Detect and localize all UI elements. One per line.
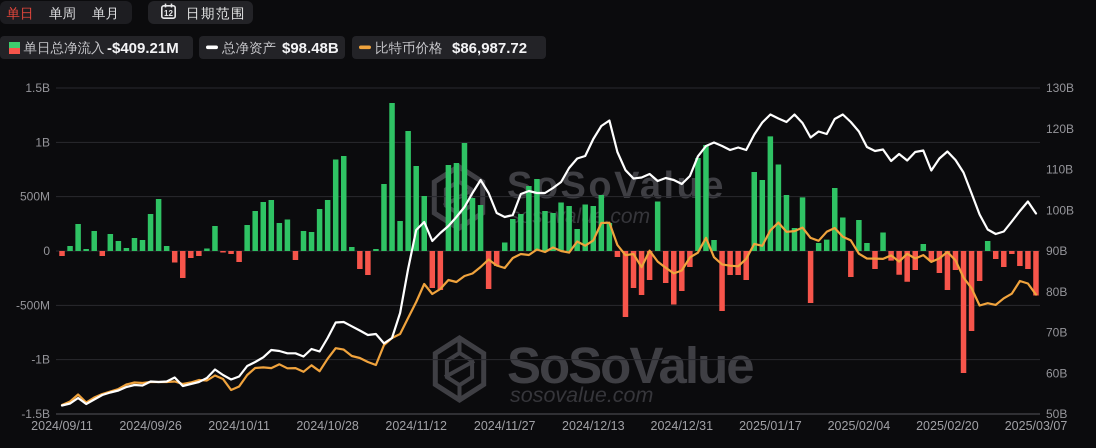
svg-text:2025/01/17: 2025/01/17 — [739, 419, 802, 433]
svg-text:120B: 120B — [1046, 122, 1074, 136]
svg-text:SoSoValue: SoSoValue — [507, 337, 753, 394]
svg-text:130B: 130B — [1046, 81, 1074, 95]
svg-text:2024/09/26: 2024/09/26 — [119, 419, 182, 433]
svg-text:2024/09/11: 2024/09/11 — [31, 419, 93, 433]
svg-text:SoSoValue: SoSoValue — [507, 165, 726, 207]
svg-text:$86,987.72: $86,987.72 — [452, 40, 527, 57]
svg-text:-1B: -1B — [31, 353, 50, 367]
svg-text:90B: 90B — [1046, 244, 1067, 258]
svg-text:2024/11/12: 2024/11/12 — [385, 419, 447, 433]
svg-text:sosovalue.com: sosovalue.com — [510, 383, 653, 407]
svg-text:1B: 1B — [35, 135, 50, 149]
svg-text:2025/03/07: 2025/03/07 — [1005, 419, 1068, 433]
svg-text:2024/10/11: 2024/10/11 — [208, 419, 270, 433]
svg-text:50B: 50B — [1046, 407, 1067, 421]
svg-text:12: 12 — [164, 9, 173, 18]
svg-text:-1.5B: -1.5B — [21, 407, 50, 421]
svg-text:70B: 70B — [1046, 326, 1067, 340]
svg-text:2024/10/28: 2024/10/28 — [296, 419, 359, 433]
svg-text:60B: 60B — [1046, 366, 1067, 380]
svg-text:1.5B: 1.5B — [25, 81, 50, 95]
svg-text:$98.48B: $98.48B — [282, 40, 339, 57]
svg-text:100B: 100B — [1046, 203, 1074, 217]
svg-text:2025/02/04: 2025/02/04 — [828, 419, 891, 433]
svg-text:80B: 80B — [1046, 285, 1067, 299]
svg-text:500M: 500M — [20, 190, 50, 204]
svg-text:-500M: -500M — [16, 298, 50, 312]
svg-text:2025/02/20: 2025/02/20 — [916, 419, 979, 433]
svg-text:2024/11/27: 2024/11/27 — [474, 419, 536, 433]
svg-text:2024/12/13: 2024/12/13 — [562, 419, 625, 433]
svg-text:-$409.21M: -$409.21M — [107, 40, 179, 57]
svg-text:0: 0 — [43, 244, 50, 258]
svg-text:2024/12/31: 2024/12/31 — [651, 419, 714, 433]
svg-text:110B: 110B — [1046, 163, 1073, 177]
